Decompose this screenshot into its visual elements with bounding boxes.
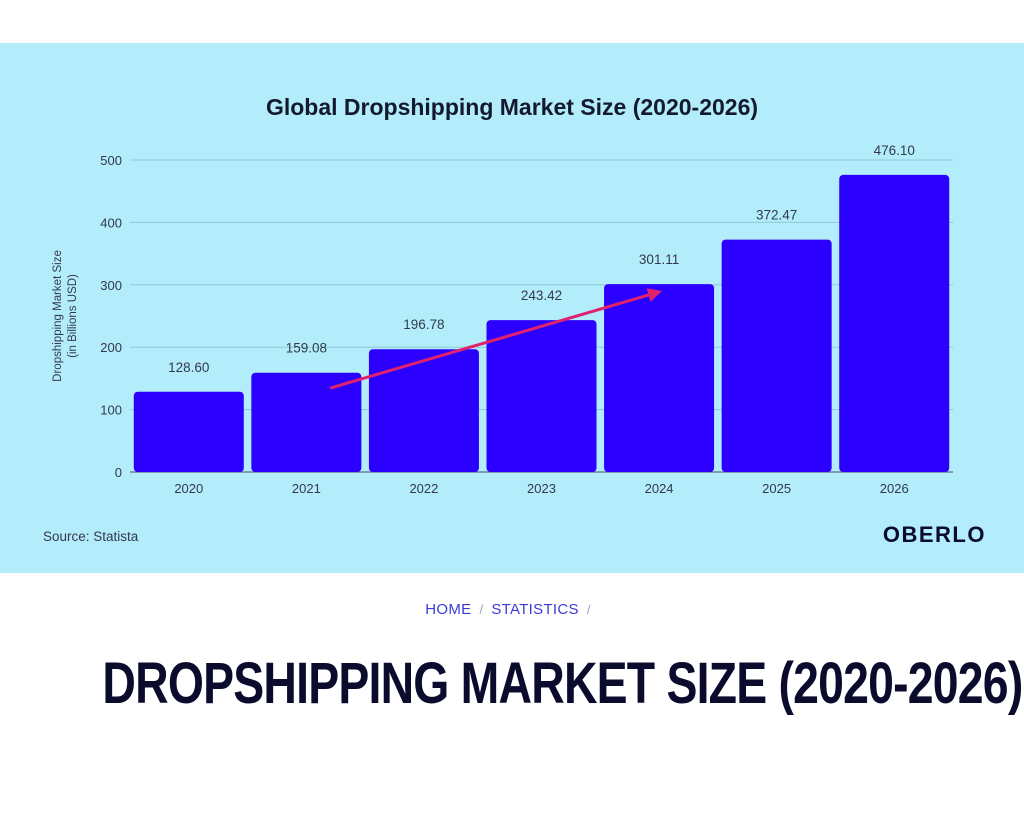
breadcrumb: HOME / STATISTICS /	[0, 601, 1024, 618]
y-axis-label-unit: (in Billions USD)	[67, 274, 79, 358]
bar-chart: Global Dropshipping Market Size (2020-20…	[43, 94, 986, 547]
breadcrumb-separator: /	[586, 602, 591, 617]
bar-2024	[604, 284, 715, 472]
breadcrumb-home-link[interactable]: HOME	[425, 601, 472, 618]
trend-arrow-head	[646, 288, 663, 302]
bar-2021	[251, 372, 362, 472]
source-label: Source: Statista	[43, 529, 139, 544]
bar-2026	[839, 174, 950, 472]
chart-panel: Global Dropshipping Market Size (2020-20…	[0, 43, 1024, 573]
y-tick-label: 400	[100, 215, 122, 230]
bar-2025	[721, 239, 832, 472]
y-tick-label: 300	[100, 278, 122, 293]
x-tick-label: 2026	[880, 481, 909, 496]
page-title: DROPSHIPPING MARKET SIZE (2020-2026)	[102, 651, 1023, 716]
bar-value-label: 301.11	[639, 252, 679, 267]
y-axis-label: Dropshipping Market Size	[52, 250, 64, 382]
y-tick-label: 0	[115, 465, 122, 480]
bar-2020	[133, 391, 244, 472]
x-tick-label: 2020	[174, 481, 203, 496]
x-tick-label: 2023	[527, 481, 556, 496]
x-tick-label: 2022	[409, 481, 438, 496]
bar-value-label: 243.42	[521, 288, 562, 303]
trend-arrow-line	[329, 293, 651, 390]
breadcrumb-separator: /	[479, 602, 484, 617]
bar-2022	[368, 349, 479, 472]
bar-value-label: 159.08	[286, 341, 327, 356]
bar-value-label: 476.10	[874, 143, 915, 158]
breadcrumb-statistics-link[interactable]: STATISTICS	[491, 601, 579, 618]
x-tick-label: 2024	[645, 481, 674, 496]
x-tick-label: 2025	[762, 481, 791, 496]
y-tick-label: 100	[100, 403, 122, 418]
x-tick-label: 2021	[292, 481, 321, 496]
bar-value-label: 196.78	[403, 317, 444, 332]
bar-value-label: 128.60	[168, 360, 209, 375]
y-tick-label: 200	[100, 340, 122, 355]
oberlo-logo: OBERLO	[883, 522, 986, 547]
bar-value-label: 372.47	[756, 208, 797, 223]
bar-2023	[486, 320, 597, 472]
chart-title: Global Dropshipping Market Size (2020-20…	[266, 94, 758, 120]
y-tick-label: 500	[100, 153, 122, 168]
